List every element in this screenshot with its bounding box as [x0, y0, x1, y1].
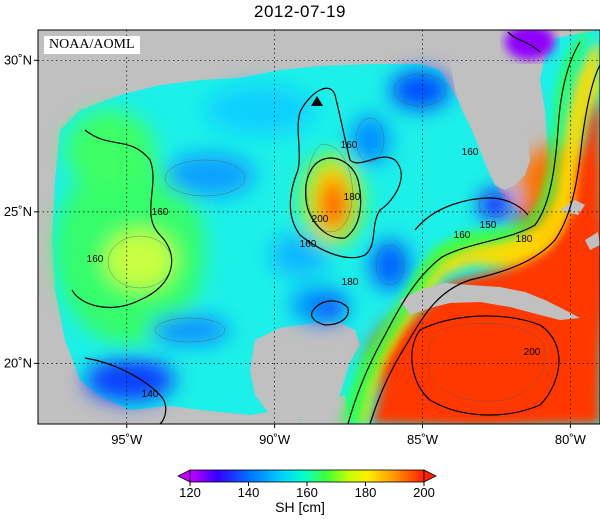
- lon-tick-label: 95˚W: [111, 432, 143, 447]
- map-area: [38, 30, 600, 424]
- lat-tick-label: 25˚N: [4, 204, 32, 219]
- colorbar-tick-label: 120: [179, 485, 201, 500]
- contour-labels: 160 160 160 160 180 200 160 180 150 180 200 140 160: [87, 140, 541, 400]
- colorbar-min-arrow: [177, 469, 191, 483]
- contour-label: 160: [152, 207, 169, 218]
- florida-land: [450, 62, 530, 190]
- lat-tick-label: 30˚N: [4, 52, 32, 67]
- colorbar-tick-label: 140: [238, 485, 260, 500]
- colorbar-tick-label: 180: [355, 485, 377, 500]
- contour-label: 180: [516, 234, 533, 245]
- map-title: 2012-07-19: [254, 2, 346, 21]
- lon-tick-label: 85˚W: [407, 432, 439, 447]
- graticule: [38, 30, 600, 424]
- colorbar-bar: [189, 469, 425, 483]
- colorbar-max-arrow: [423, 469, 437, 483]
- warm-water: [372, 95, 600, 424]
- colorbar-tick-label: 160: [296, 485, 318, 500]
- colorbar-tick-label: 200: [413, 485, 435, 500]
- contour-label: 160: [87, 254, 104, 265]
- contours: [71, 31, 600, 424]
- lon-tick-label: 90˚W: [259, 432, 291, 447]
- contour-label: 180: [342, 277, 359, 288]
- contour-label: 160: [341, 140, 358, 151]
- colorbar: 120 140 160 180 200: [177, 469, 437, 500]
- contour-label: 200: [312, 214, 329, 225]
- bahamas-land: [560, 200, 585, 215]
- yucatan-land: [250, 322, 360, 420]
- front-green-band: [340, 32, 590, 424]
- cuba-land: [400, 283, 580, 320]
- lat-tick-label: 20˚N: [4, 355, 32, 370]
- sea-height-field: [52, 30, 600, 424]
- florida-current-front: [355, 40, 600, 424]
- contour-label: 180: [344, 192, 361, 203]
- ne-low: [505, 30, 555, 60]
- credit-label: NOAA/AOML: [44, 36, 140, 54]
- minor-contours: [107, 73, 546, 402]
- axis-labels: 30˚N 25˚N 20˚N 95˚W 90˚W 85˚W 80˚W: [4, 52, 587, 447]
- contour-label: 160: [462, 147, 479, 158]
- map-frame: [37, 29, 600, 425]
- contour-label: 160: [454, 230, 471, 241]
- lon-tick-label: 80˚W: [555, 432, 587, 447]
- contour-label: 200: [524, 347, 541, 358]
- colorbar-unit-label: SH [cm]: [275, 499, 325, 515]
- contour-label: 150: [480, 220, 497, 231]
- contour-label: 140: [142, 389, 159, 400]
- buoy-marker: [311, 96, 323, 106]
- contour-label: 160: [300, 239, 317, 250]
- bahamas-land-2: [585, 232, 600, 250]
